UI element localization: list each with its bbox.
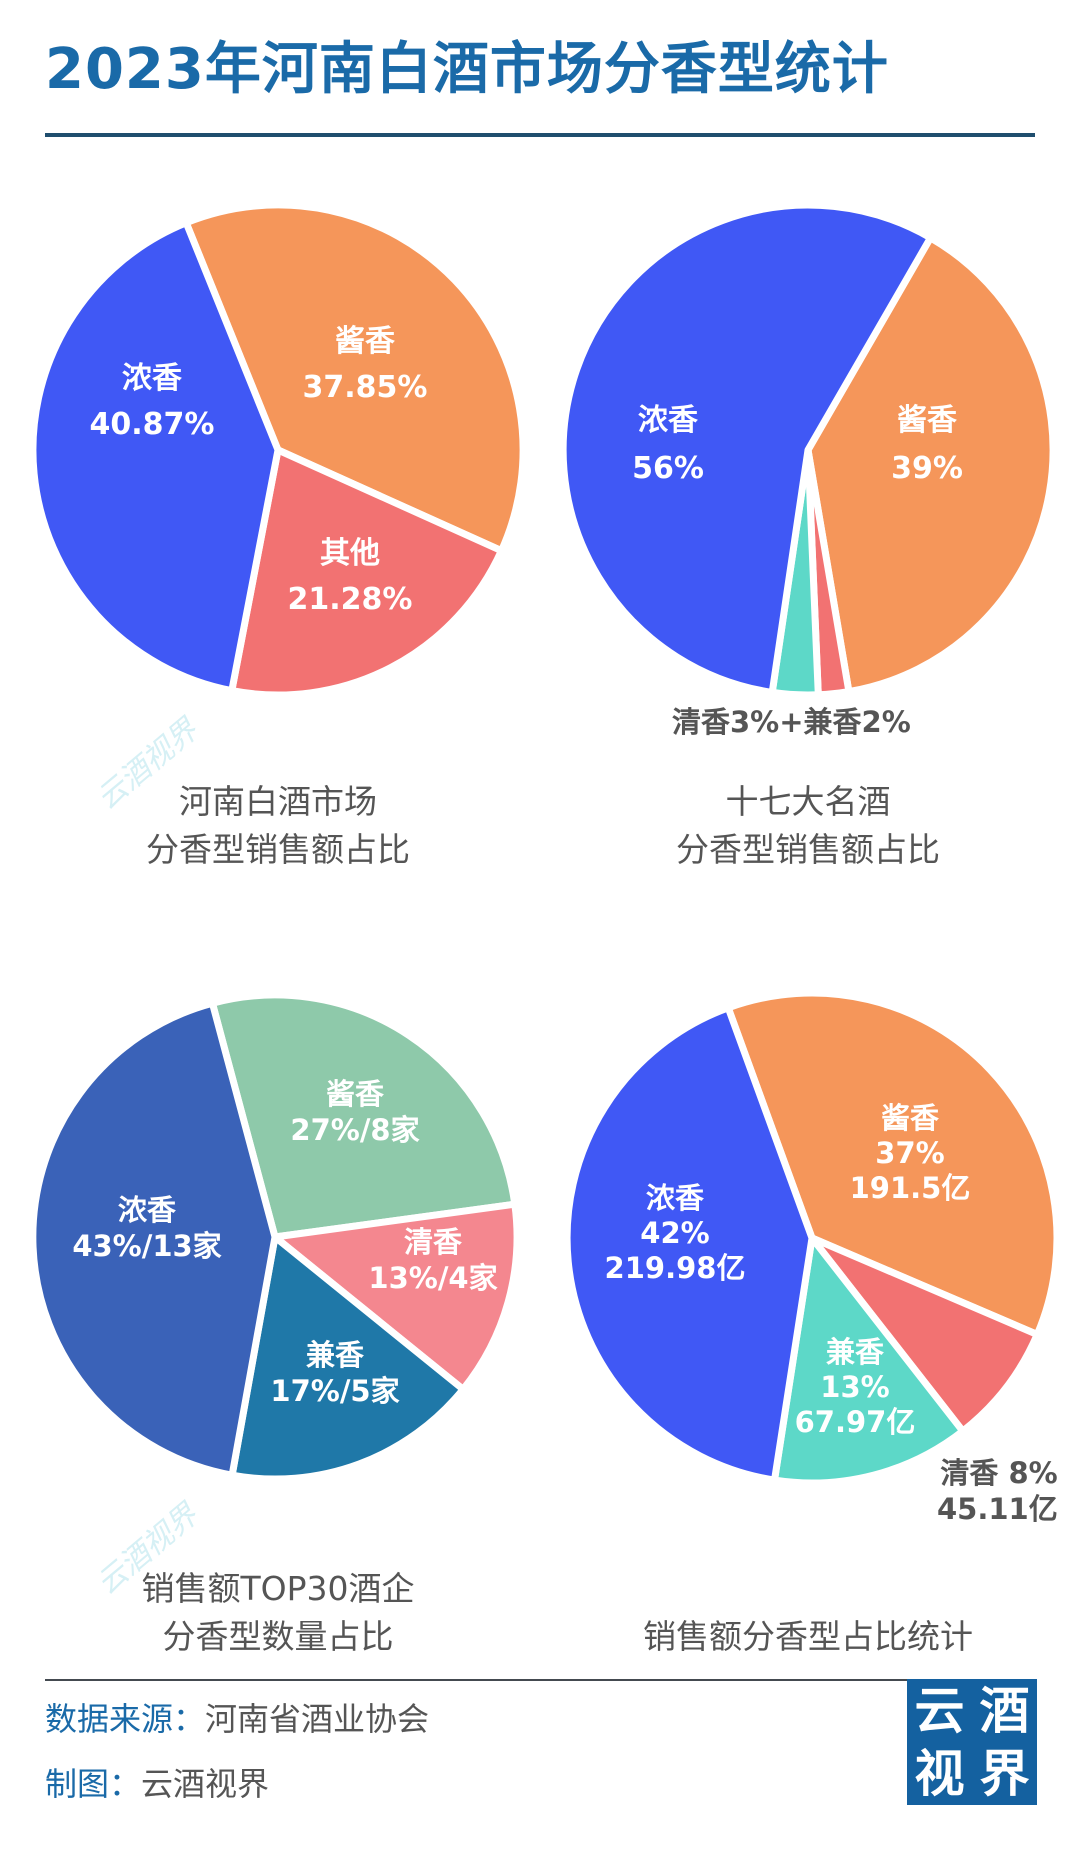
title-divider [45, 133, 1035, 137]
pie-slice-浓香 [559, 201, 934, 696]
logo-char: 酒 [979, 1681, 1030, 1740]
slice-label-value: 21.28% [288, 582, 413, 617]
slice-label-value: 40.87% [90, 407, 215, 442]
slice-label-name: 浓香 [118, 1193, 177, 1227]
slice-label-name: 清香 [404, 1225, 463, 1259]
slice-label-name: 酱香 [897, 403, 957, 438]
pie-slice-清香 [808, 1234, 1041, 1435]
pie-chart-top17 [559, 201, 1057, 699]
pie4-external-label: 清香 8% 45.11亿 [937, 1455, 1058, 1527]
slice-label-name: 酱香 [326, 1077, 385, 1111]
logo-char: 云 [914, 1681, 965, 1740]
slice-label-pct: 13% [820, 1370, 889, 1404]
footer-divider [45, 1679, 907, 1681]
pie2-external-label: 清香3%+兼香2% [672, 705, 911, 739]
slice-label-value: 13%/4家 [368, 1261, 497, 1295]
logo-char: 界 [979, 1744, 1030, 1803]
slice-label-value: 56% [632, 451, 704, 486]
slice-label-value: 27%/8家 [290, 1113, 419, 1147]
slice-label-pct: 37% [875, 1136, 944, 1170]
page-title: 2023年河南白酒市场分香型统计 [45, 37, 889, 102]
slice-label-value: 39% [891, 451, 963, 486]
caption-sales: 销售额分香型占比统计 [643, 1617, 973, 1656]
pie-slice-浓香 [29, 999, 279, 1479]
pie-slice-酱香 [182, 201, 527, 555]
slice-label-name: 兼香 [826, 1335, 885, 1369]
slice-label-name: 酱香 [335, 324, 395, 359]
chart-credit-value: 云酒视界 [141, 1765, 270, 1803]
slice-label-value: 43%/13家 [72, 1229, 221, 1263]
pie-slice-酱香 [804, 234, 1057, 696]
pie-chart-market [29, 201, 527, 699]
caption-top17: 十七大名酒 分香型销售额占比 [676, 782, 940, 869]
logo-char: 视 [914, 1744, 965, 1803]
chart-credit-label: 制图： [45, 1765, 142, 1803]
pie-slice-兼香 [771, 1234, 967, 1487]
slice-label-name: 浓香 [646, 1181, 705, 1215]
slice-label-value: 37.85% [303, 370, 428, 405]
slice-label-name: 浓香 [122, 361, 182, 396]
pie-slice-浓香 [563, 1004, 816, 1484]
pie-slice-酱香 [208, 991, 519, 1241]
pie-chart-sales [563, 989, 1061, 1487]
pie4-external-label-line1: 清香 8% [940, 1456, 1058, 1490]
slice-label-pct: 42% [640, 1216, 709, 1250]
slice-label-name: 酱香 [881, 1101, 940, 1135]
slice-label-name: 兼香 [306, 1338, 365, 1372]
pie-slice-酱香 [724, 989, 1061, 1338]
data-source: 数据来源：河南省酒业协会 [45, 1699, 429, 1739]
pie-slice-其他 [228, 446, 505, 699]
data-source-label: 数据来源： [45, 1700, 206, 1738]
pie-slice-兼香 [228, 1233, 467, 1483]
caption-market: 河南白酒市场 分香型销售额占比 [146, 782, 410, 869]
chart-credit: 制图：云酒视界 [45, 1764, 269, 1804]
slice-label-value: 17%/5家 [270, 1374, 399, 1408]
pie4-external-label-line2: 45.11亿 [937, 1492, 1058, 1526]
slice-label-amount: 191.5亿 [850, 1171, 971, 1205]
pie-chart-top30-count [29, 991, 521, 1483]
brand-logo: 云 酒 视 界 [907, 1679, 1037, 1805]
data-source-value: 河南省酒业协会 [205, 1700, 430, 1738]
pie-slice-清香 [271, 1200, 521, 1393]
pie-slice-浓香 [29, 219, 282, 695]
caption-top30: 销售额TOP30酒企 分香型数量占比 [141, 1569, 415, 1656]
slice-label-name: 浓香 [638, 403, 698, 438]
slice-label-amount: 67.97亿 [795, 1405, 916, 1439]
slice-label-amount: 219.98亿 [605, 1251, 746, 1285]
slice-label-name: 其他 [320, 536, 380, 571]
